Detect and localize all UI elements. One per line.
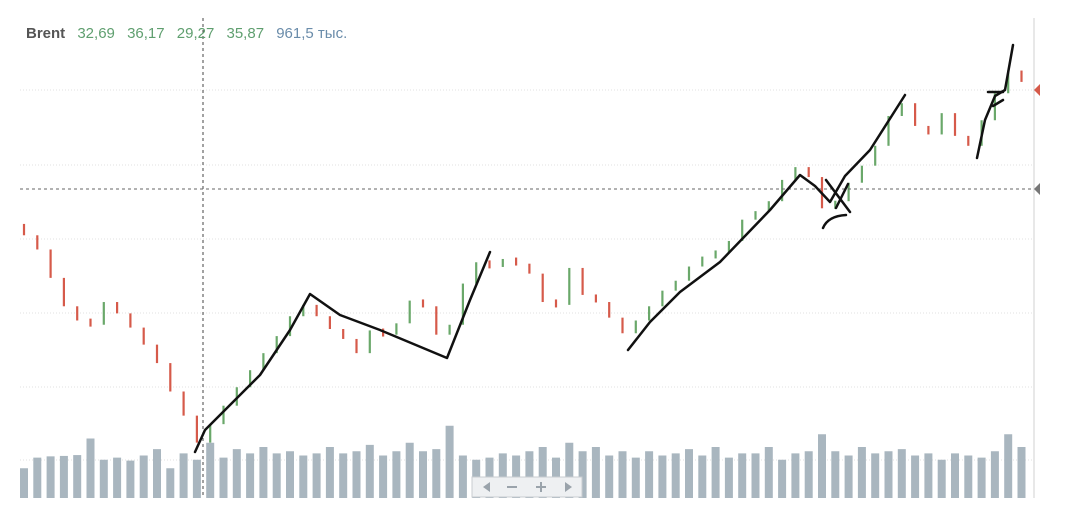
volume-bar bbox=[937, 459, 946, 498]
volume-bar bbox=[59, 455, 68, 498]
volume-bar bbox=[352, 451, 361, 498]
volume-bar bbox=[951, 453, 959, 498]
volume-bar bbox=[379, 455, 388, 498]
volume-bar bbox=[365, 444, 374, 498]
navigator-bar bbox=[471, 476, 583, 498]
volume-bar bbox=[791, 453, 800, 498]
volume-bar bbox=[538, 447, 547, 498]
volume-bar bbox=[578, 451, 587, 498]
volume-bar bbox=[618, 451, 627, 498]
volume-bar bbox=[751, 453, 760, 498]
crosshair-marker bbox=[1034, 183, 1040, 195]
volume-bar bbox=[419, 451, 427, 498]
volume-bar bbox=[764, 447, 773, 498]
hand-drawn-annotation bbox=[193, 43, 1015, 454]
volume-bar bbox=[645, 451, 654, 498]
instrument-name: Brent bbox=[26, 25, 65, 42]
volume-bar bbox=[525, 451, 534, 498]
scroll-left-button[interactable] bbox=[483, 482, 490, 492]
header-value: 29,27 bbox=[177, 25, 215, 42]
volume-bar bbox=[698, 455, 707, 498]
volume-bar bbox=[272, 453, 281, 498]
volume-bar bbox=[192, 459, 201, 498]
volume-bar bbox=[126, 460, 135, 498]
volume-bar bbox=[432, 449, 441, 498]
volume-bar bbox=[631, 457, 640, 498]
volume-bar bbox=[831, 451, 840, 498]
volume-bar bbox=[405, 442, 414, 498]
volume-bar bbox=[591, 447, 600, 498]
volume-bar bbox=[897, 449, 906, 498]
volume-bar bbox=[259, 447, 268, 498]
volume-bar bbox=[153, 449, 161, 498]
volume-bar bbox=[113, 457, 122, 498]
volume-bar bbox=[565, 442, 574, 498]
volume-bar bbox=[20, 468, 28, 498]
volume-bar bbox=[498, 453, 507, 498]
header-value: 32,69 bbox=[77, 25, 115, 42]
volume-bar bbox=[1004, 434, 1013, 498]
volume-bar bbox=[818, 434, 826, 498]
header-value: 35,87 bbox=[227, 25, 265, 42]
volume-bar bbox=[246, 453, 255, 498]
plot-area bbox=[20, 18, 1034, 498]
volume-bar bbox=[286, 451, 294, 498]
volume-bar bbox=[804, 451, 813, 498]
volume-bar bbox=[738, 453, 747, 498]
scroll-right-button[interactable] bbox=[565, 482, 572, 492]
volume-bar bbox=[911, 455, 920, 498]
volume-bar bbox=[232, 449, 241, 498]
last-price-marker bbox=[1034, 84, 1040, 96]
volume-bar bbox=[605, 455, 614, 498]
header-value: 36,17 bbox=[127, 25, 165, 42]
volume-bar bbox=[990, 451, 999, 498]
volume-bar bbox=[139, 455, 148, 498]
volume-bar bbox=[844, 455, 853, 498]
volume-bar bbox=[392, 451, 401, 498]
volume-bar bbox=[73, 455, 82, 498]
volume-bar bbox=[977, 457, 986, 498]
volume-bar bbox=[724, 457, 733, 498]
volume-bar bbox=[179, 453, 188, 498]
volume-bar bbox=[46, 456, 55, 498]
volume-bar bbox=[671, 453, 680, 498]
volume-bar bbox=[964, 455, 973, 498]
volume-bar bbox=[658, 455, 667, 498]
volume-bar bbox=[299, 455, 308, 498]
volume-bar bbox=[685, 449, 693, 498]
volume-bar bbox=[219, 457, 228, 498]
volume-bar bbox=[339, 453, 348, 498]
volume-bar bbox=[206, 442, 215, 498]
volume-bar bbox=[1017, 447, 1026, 498]
volume-bar bbox=[711, 447, 720, 498]
volume-bar bbox=[871, 453, 880, 498]
marks bbox=[20, 70, 1026, 498]
grid bbox=[20, 89, 1034, 461]
volume-bar bbox=[33, 457, 42, 498]
volume-bar bbox=[166, 468, 175, 498]
volume-bar bbox=[857, 447, 866, 498]
header-volume: 961,5 тыс. bbox=[276, 25, 347, 42]
volume-bar bbox=[778, 459, 787, 498]
volume-bar bbox=[86, 438, 95, 498]
chart-header: Brent 32,69 36,17 29,27 35,87 961,5 тыс. bbox=[26, 25, 347, 42]
volume-bar bbox=[325, 447, 334, 498]
volume-bar bbox=[924, 453, 933, 498]
volume-bar bbox=[458, 455, 467, 498]
volume-bar bbox=[445, 425, 454, 498]
navigator bbox=[471, 476, 583, 498]
zoom-in-button[interactable] bbox=[536, 482, 546, 492]
volume-bar bbox=[312, 453, 321, 498]
volume-bar bbox=[99, 459, 108, 498]
volume-bar bbox=[884, 451, 893, 498]
